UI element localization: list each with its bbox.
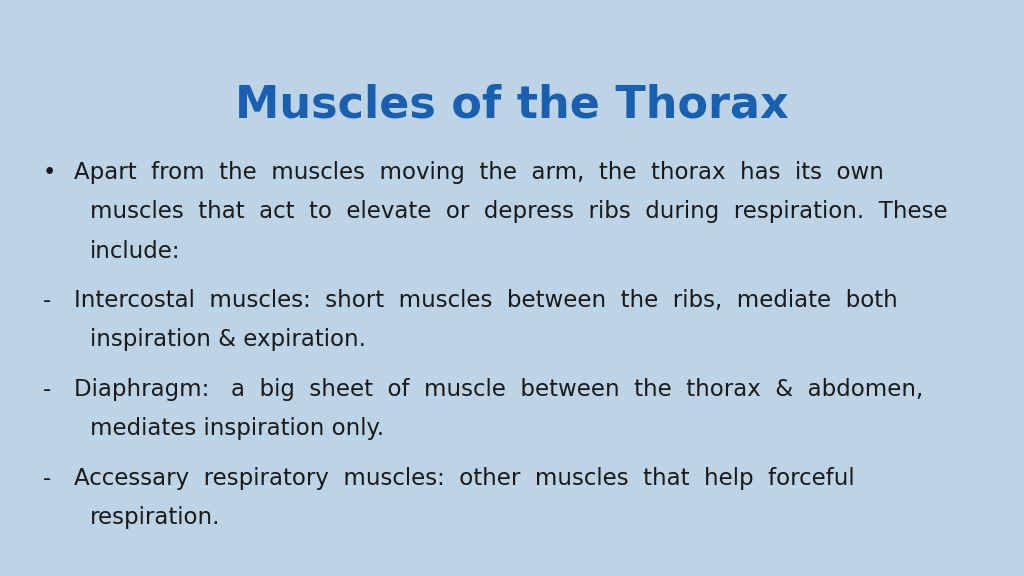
Text: Apart  from  the  muscles  moving  the  arm,  the  thorax  has  its  own: Apart from the muscles moving the arm, t… [74,161,884,184]
Text: -: - [43,289,51,312]
Text: include:: include: [90,240,180,263]
Text: Diaphragm:   a  big  sheet  of  muscle  between  the  thorax  &  abdomen,: Diaphragm: a big sheet of muscle between… [74,378,923,401]
Text: muscles  that  act  to  elevate  or  depress  ribs  during  respiration.  These: muscles that act to elevate or depress r… [90,200,948,223]
Text: Intercostal  muscles:  short  muscles  between  the  ribs,  mediate  both: Intercostal muscles: short muscles betwe… [74,289,897,312]
Text: •: • [43,161,56,184]
Text: Muscles of the Thorax: Muscles of the Thorax [236,84,788,127]
Text: Accessary  respiratory  muscles:  other  muscles  that  help  forceful: Accessary respiratory muscles: other mus… [74,467,854,490]
Text: respiration.: respiration. [90,506,220,529]
Text: -: - [43,378,51,401]
Text: -: - [43,467,51,490]
Text: inspiration & expiration.: inspiration & expiration. [90,328,367,351]
Text: mediates inspiration only.: mediates inspiration only. [90,417,384,440]
